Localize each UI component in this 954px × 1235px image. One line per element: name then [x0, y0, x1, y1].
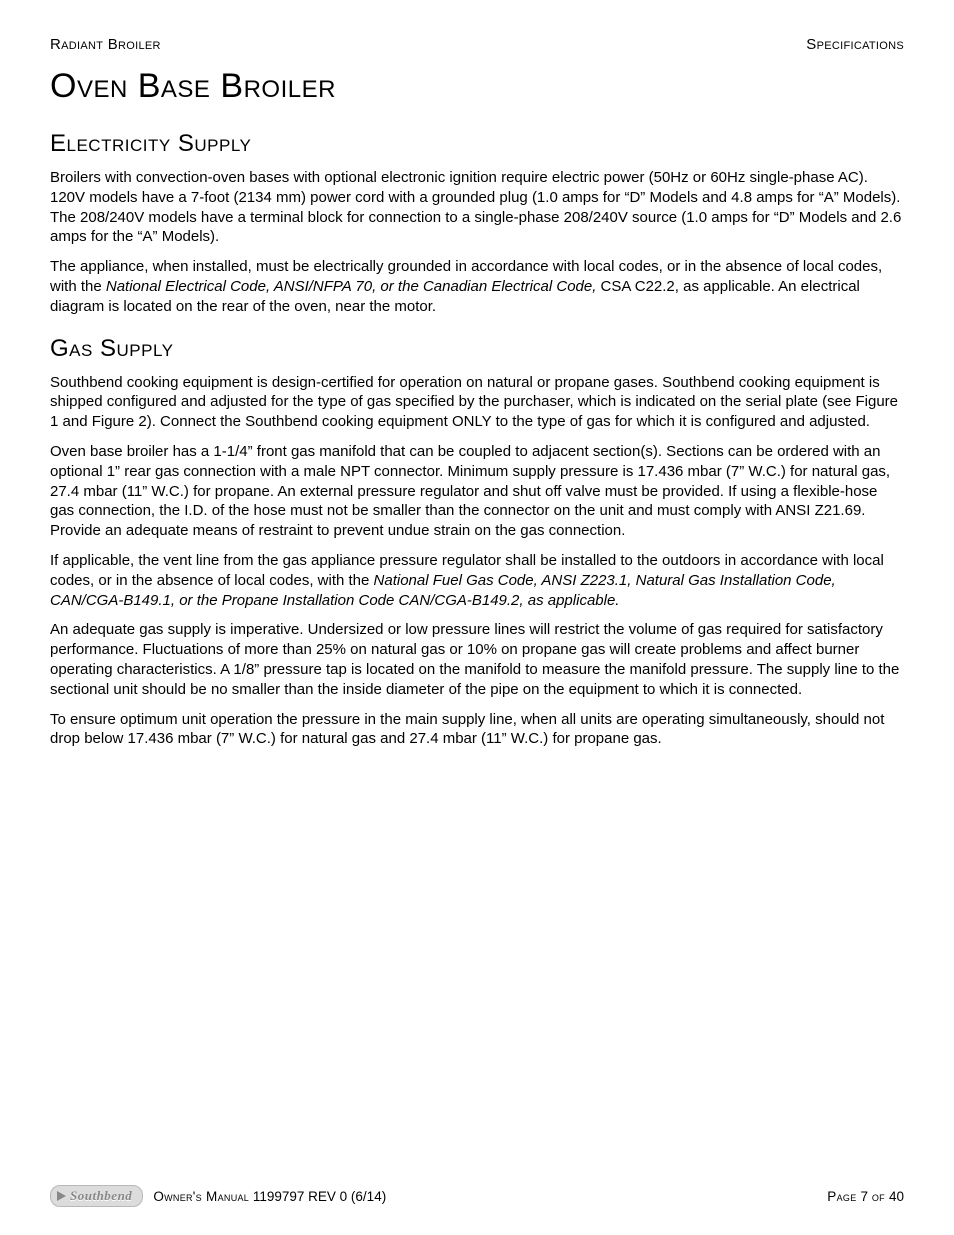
section-heading-gas: Gas Supply	[50, 335, 904, 363]
text-run-italic: National Electrical Code, ANSI/NFPA 70, …	[106, 278, 597, 295]
page-footer: Southbend Owner's Manual 1199797 REV 0 (…	[50, 1185, 904, 1207]
manual-id: Owner's Manual 1199797 REV 0 (6/14)	[153, 1189, 386, 1204]
logo-text: Southbend	[70, 1188, 132, 1204]
gas-para-4: An adequate gas supply is imperative. Un…	[50, 620, 904, 699]
header-left: Radiant Broiler	[50, 36, 161, 53]
footer-right: Page 7 of 40	[827, 1189, 904, 1204]
gas-para-1: Southbend cooking equipment is design-ce…	[50, 373, 904, 432]
gas-para-2: Oven base broiler has a 1-1/4” front gas…	[50, 442, 904, 541]
page-title: Oven Base Broiler	[50, 67, 904, 106]
page-header: Radiant Broiler Specifications	[50, 36, 904, 53]
brand-logo: Southbend	[50, 1185, 143, 1207]
gas-para-3: If applicable, the vent line from the ga…	[50, 551, 904, 610]
manual-code: 1199797 REV 0 (6/14)	[249, 1189, 386, 1204]
logo-triangle-icon	[57, 1191, 66, 1201]
page-total: 40	[889, 1189, 904, 1204]
electricity-para-2: The appliance, when installed, must be e…	[50, 257, 904, 316]
footer-left: Southbend Owner's Manual 1199797 REV 0 (…	[50, 1185, 386, 1207]
page-number: 7	[861, 1189, 872, 1204]
gas-para-5: To ensure optimum unit operation the pre…	[50, 710, 904, 750]
section-heading-electricity: Electricity Supply	[50, 130, 904, 158]
manual-prefix: Owner's Manual	[153, 1189, 249, 1204]
electricity-para-1: Broilers with convection-oven bases with…	[50, 168, 904, 247]
page-of: of	[872, 1189, 889, 1204]
page-label: Page	[827, 1189, 860, 1204]
header-right: Specifications	[806, 36, 904, 53]
